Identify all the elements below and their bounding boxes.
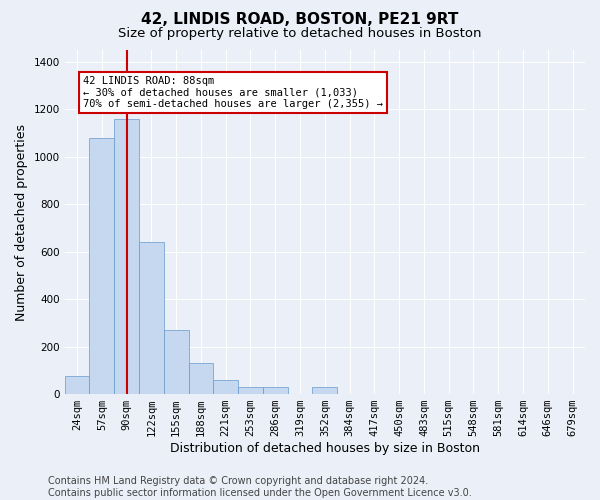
Bar	[313, 387, 337, 394]
Text: 42, LINDIS ROAD, BOSTON, PE21 9RT: 42, LINDIS ROAD, BOSTON, PE21 9RT	[142, 12, 458, 28]
Y-axis label: Number of detached properties: Number of detached properties	[15, 124, 28, 320]
Bar	[214, 380, 238, 394]
Bar	[139, 242, 164, 394]
X-axis label: Distribution of detached houses by size in Boston: Distribution of detached houses by size …	[170, 442, 480, 455]
Bar	[238, 387, 263, 394]
Bar	[164, 330, 188, 394]
Bar	[89, 138, 114, 394]
Text: Size of property relative to detached houses in Boston: Size of property relative to detached ho…	[118, 28, 482, 40]
Text: Contains HM Land Registry data © Crown copyright and database right 2024.
Contai: Contains HM Land Registry data © Crown c…	[48, 476, 472, 498]
Bar	[188, 363, 214, 394]
Text: 42 LINDIS ROAD: 88sqm
← 30% of detached houses are smaller (1,033)
70% of semi-d: 42 LINDIS ROAD: 88sqm ← 30% of detached …	[83, 76, 383, 110]
Bar	[263, 387, 287, 394]
Bar	[114, 119, 139, 394]
Bar	[65, 376, 89, 394]
